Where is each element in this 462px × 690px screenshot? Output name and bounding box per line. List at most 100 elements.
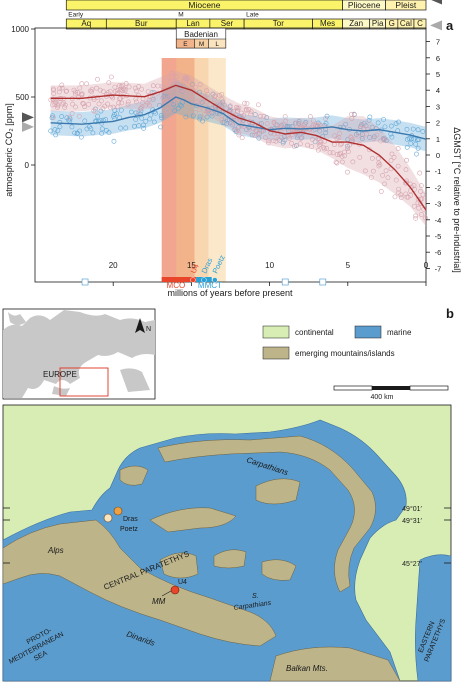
scatter-point bbox=[120, 88, 126, 94]
scatter-point bbox=[411, 136, 417, 142]
site-marker-poetz bbox=[103, 513, 113, 523]
scatter-point bbox=[271, 119, 277, 125]
stage-box-10 bbox=[413, 18, 427, 30]
panel-a: a Miocene Pliocene Pleist Early M Late Aq Bur La… bbox=[4, 0, 462, 298]
scatter-point bbox=[404, 144, 410, 150]
scatter-point bbox=[381, 137, 387, 143]
left-tick-label-0: 0 bbox=[25, 161, 30, 170]
scatter-point bbox=[204, 114, 210, 120]
scatter-point bbox=[139, 86, 145, 92]
island-3 bbox=[213, 549, 247, 569]
scatter-point bbox=[422, 215, 428, 221]
scatter-point bbox=[89, 87, 95, 92]
scatter-point bbox=[197, 89, 202, 95]
legend-swatch-0 bbox=[262, 325, 290, 339]
right-tick-label-14: 7 bbox=[436, 38, 440, 47]
scatter-point bbox=[235, 127, 241, 133]
scatter-point bbox=[311, 118, 316, 124]
scatter-point bbox=[183, 114, 189, 120]
scatter-point bbox=[264, 121, 270, 127]
scatter-point bbox=[396, 119, 401, 125]
scatter-point bbox=[52, 102, 58, 108]
scatter-point bbox=[248, 111, 254, 117]
right-tick-label-1: -6 bbox=[435, 248, 442, 257]
scatter-point bbox=[301, 122, 306, 128]
scatter-point bbox=[360, 122, 365, 128]
bottom-marker-2 bbox=[319, 278, 327, 286]
scatter-point bbox=[54, 101, 60, 107]
scatter-point bbox=[143, 118, 149, 124]
scatter-point bbox=[178, 103, 184, 109]
scatter-point bbox=[405, 194, 411, 200]
badenian-sub-label-2: L bbox=[215, 41, 219, 48]
scatter-point bbox=[220, 120, 226, 125]
scatter-point bbox=[218, 102, 224, 107]
scatter-point bbox=[302, 121, 308, 127]
scatter-point bbox=[173, 74, 179, 79]
map-label-u4: U4 bbox=[178, 579, 187, 586]
event-label-1: MMCT bbox=[198, 281, 222, 290]
scatter-point bbox=[273, 138, 279, 144]
scatter-point bbox=[140, 100, 145, 106]
scatter-point bbox=[75, 90, 80, 95]
lat-label-1: 49°01′ bbox=[402, 505, 422, 513]
scatter-point bbox=[148, 112, 154, 118]
scatter-point bbox=[105, 101, 110, 107]
scatter-point bbox=[359, 134, 365, 140]
scatter-point bbox=[141, 125, 147, 131]
scatter-point bbox=[166, 95, 172, 101]
scatter-point bbox=[264, 115, 270, 121]
scatter-point bbox=[59, 114, 65, 119]
scatter-point bbox=[153, 110, 159, 116]
scatter-point bbox=[84, 81, 89, 87]
map-label-poetz: Poetz bbox=[120, 526, 138, 533]
scatter-point bbox=[388, 158, 394, 163]
scatter-point bbox=[414, 137, 420, 143]
scatter-point bbox=[82, 104, 88, 110]
scatter-point bbox=[100, 89, 106, 94]
scatter-point bbox=[244, 101, 250, 106]
scatter-point bbox=[380, 172, 386, 178]
marine-area bbox=[2, 419, 407, 682]
scatter-point bbox=[351, 111, 357, 117]
scatter-point bbox=[290, 127, 295, 133]
scatter-point bbox=[99, 98, 104, 104]
stage-label-9: Cal bbox=[400, 19, 412, 28]
scatter-point bbox=[389, 134, 395, 140]
scatter-point bbox=[382, 181, 387, 187]
scatter-point bbox=[334, 136, 340, 142]
site-dot-1 bbox=[201, 277, 207, 283]
scatter-point bbox=[317, 128, 323, 134]
scatter-point bbox=[396, 186, 402, 192]
scatter-point bbox=[199, 100, 205, 106]
scatter-point bbox=[357, 154, 363, 160]
map-label-mm: MM bbox=[152, 597, 166, 606]
scatter-point bbox=[195, 98, 200, 104]
scatter-point bbox=[175, 105, 181, 111]
scatter-point bbox=[123, 125, 129, 131]
scatter-point bbox=[314, 122, 320, 128]
scatter-point bbox=[53, 132, 59, 138]
scatter-point bbox=[122, 88, 128, 94]
epoch-label-2: Pleist bbox=[395, 0, 416, 10]
scatter-point bbox=[231, 108, 236, 114]
scatter-point bbox=[145, 100, 151, 106]
scatter-point bbox=[180, 90, 186, 96]
island-6 bbox=[119, 465, 149, 486]
scatter-point bbox=[118, 107, 124, 113]
scatter-point bbox=[235, 106, 240, 112]
eastern-paratethys-area bbox=[415, 554, 452, 682]
scatter-point bbox=[374, 132, 380, 138]
scatter-point bbox=[404, 126, 410, 132]
scatter-point bbox=[393, 121, 399, 126]
scatter-point bbox=[133, 99, 139, 105]
scatter-point bbox=[67, 114, 73, 120]
scatter-point bbox=[381, 117, 386, 122]
stage-label-4: Tor bbox=[273, 19, 284, 28]
island-2 bbox=[159, 552, 199, 579]
right-tick-label-7: 0 bbox=[436, 151, 440, 160]
scatter-point bbox=[140, 122, 146, 128]
scatter-point bbox=[252, 112, 258, 118]
scatter-point bbox=[59, 85, 65, 91]
scatter-point bbox=[139, 115, 145, 121]
